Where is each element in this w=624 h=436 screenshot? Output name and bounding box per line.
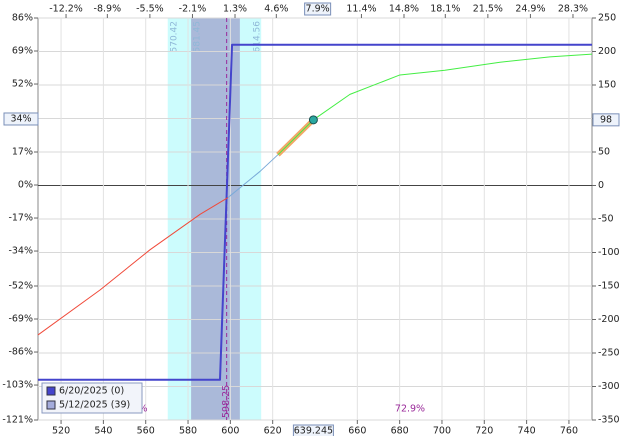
x-tick-label: 740: [518, 426, 536, 436]
x-tick-label: 580: [179, 426, 197, 436]
y2-tick-label: -69%: [8, 314, 33, 325]
y2-tick-label: 69%: [12, 46, 33, 57]
legend-label: 6/20/2025 (0): [59, 386, 124, 397]
y2-tick-label: -86%: [8, 347, 33, 358]
x2-tick-label: 4.6%: [264, 4, 288, 15]
expiration-line: [38, 43, 592, 381]
x2-tick-label: 24.9%: [515, 4, 545, 15]
marker-line-label: 598.25: [221, 385, 232, 418]
current-price-box: [292, 424, 334, 436]
x2-tick-label: 1.3%: [223, 4, 247, 15]
x2-tick-label: -5.5%: [136, 4, 164, 15]
y-tick-label: 50: [598, 147, 610, 158]
current-value: 98: [600, 114, 612, 125]
band-label: 570.42: [169, 21, 179, 53]
current-change: 7.9%: [306, 4, 330, 15]
x2-tick-label: 21.5%: [473, 4, 503, 15]
x-tick-label: 540: [94, 426, 112, 436]
band-label: 614.56: [253, 21, 263, 53]
y2-tick-label: -121%: [2, 415, 33, 426]
y2-tick-label: 86%: [12, 13, 33, 24]
y-tick-label: -150: [598, 281, 620, 292]
x-tick-label: 760: [560, 426, 578, 436]
y2-tick-label: 17%: [12, 147, 33, 158]
x-tick-label: 560: [137, 426, 155, 436]
x2-tick-label: -12.2%: [49, 4, 83, 15]
x-tick-label: 520: [52, 426, 70, 436]
y-tick-label: 150: [598, 80, 616, 91]
tplus-line: [37, 197, 229, 336]
y-tick-label: -350: [598, 415, 620, 426]
y2-tick-label: -34%: [8, 246, 33, 257]
x-tick-label: 700: [433, 426, 451, 436]
x2-tick-label: -8.9%: [94, 4, 122, 15]
legend-swatch: [46, 386, 56, 396]
x-tick-label: 600: [221, 426, 239, 436]
y-tick-label: -300: [598, 381, 620, 392]
x2-tick-label: 11.4%: [346, 4, 376, 15]
x2-tick-label: 14.8%: [389, 4, 419, 15]
y2-tick-label: -17%: [8, 213, 33, 224]
y2-tick-label: -103%: [2, 380, 33, 391]
current-value-box: [592, 113, 620, 127]
y-tick-label: -100: [598, 247, 620, 258]
x2-tick-label: -2.1%: [179, 4, 207, 15]
current-change-box: [304, 2, 332, 16]
y-tick-label: -250: [598, 348, 620, 359]
current-point: [308, 115, 318, 125]
y2-tick-label: 0%: [18, 180, 33, 191]
x2-tick-label: 28.3%: [558, 4, 588, 15]
tplus-line: [227, 154, 279, 198]
x-tick-label: 680: [391, 426, 409, 436]
x-tick-label: 720: [475, 426, 493, 436]
x-tick-label: 660: [348, 426, 366, 436]
y2-tick-label: 52%: [12, 79, 33, 90]
current-percent-box: [3, 112, 39, 126]
y-tick-label: -50: [598, 214, 614, 225]
y-tick-label: 0: [598, 180, 604, 191]
legend-label: 5/12/2025 (39): [59, 400, 130, 411]
tplus-line: [277, 53, 593, 156]
probability-label: 72.9%: [395, 404, 425, 415]
current-price: 639.245: [294, 426, 333, 436]
current-percent: 34%: [10, 113, 31, 124]
y-tick-label: -200: [598, 314, 620, 325]
y2-tick-label: -52%: [8, 281, 33, 292]
legend: [41, 382, 143, 414]
y-tick-label: 200: [598, 46, 616, 57]
legend-swatch: [46, 400, 56, 410]
x-tick-label: 620: [264, 426, 282, 436]
band-label: 581.45: [193, 21, 203, 53]
y-tick-label: 250: [598, 13, 616, 24]
x2-tick-label: 18.1%: [430, 4, 460, 15]
